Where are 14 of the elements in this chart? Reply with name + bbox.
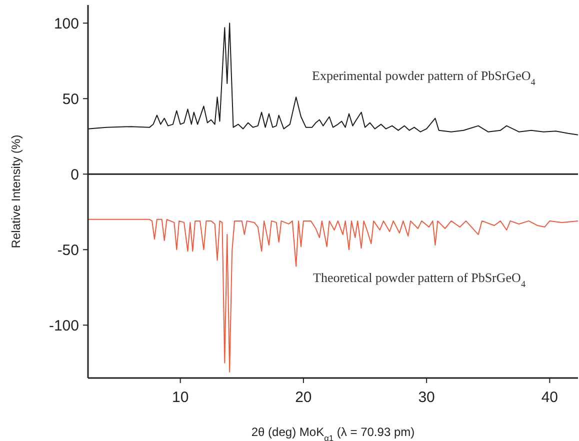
series-label: Theoretical powder pattern of PbSrGeO$_{4}$ bbox=[313, 270, 526, 289]
y-tick-label: 50 bbox=[62, 90, 79, 108]
line-series bbox=[88, 218, 578, 372]
x-tick-label: 10 bbox=[172, 389, 189, 406]
y-tick-label: -100 bbox=[48, 317, 79, 334]
y-axis-title: Relative Intensity (%) bbox=[9, 134, 23, 248]
x-tick-label: 20 bbox=[295, 389, 312, 406]
series-label: Experimental powder pattern of PbSrGeO$_{4}$ bbox=[312, 68, 536, 87]
y-tick-label: 0 bbox=[70, 166, 79, 184]
x-tick-label: 30 bbox=[418, 389, 435, 406]
y-tick-label: 100 bbox=[54, 15, 79, 32]
x-tick-label: 40 bbox=[541, 389, 558, 406]
x-axis-title: 2θ (deg) MoK$_{α1}$ (λ = 70.93 pm) bbox=[251, 425, 415, 441]
y-tick-label: -50 bbox=[57, 242, 79, 259]
